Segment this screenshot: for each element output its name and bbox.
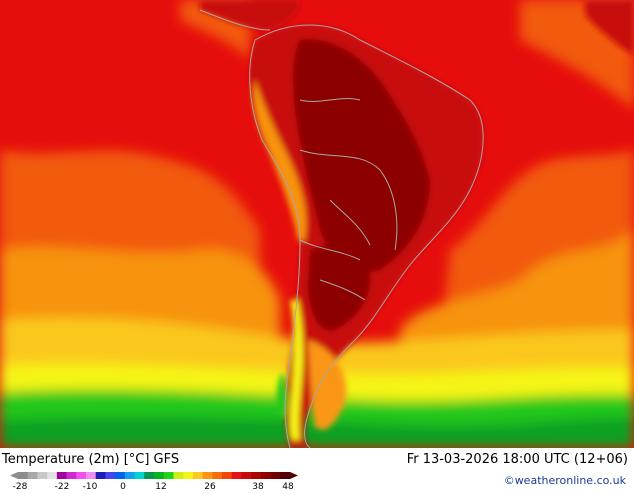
legend-swatch	[115, 472, 126, 479]
legend-tick-label: -22	[55, 482, 70, 490]
temperature-map-canvas	[0, 0, 634, 448]
legend-swatch	[56, 472, 68, 479]
credit-link[interactable]: ©weatheronline.co.uk	[503, 474, 626, 487]
legend-swatch	[27, 472, 38, 479]
map-footer: Temperature (2m) [°C] GFS Fr 13-03-2026 …	[0, 448, 634, 490]
legend-swatch	[183, 472, 194, 479]
legend-swatch	[260, 472, 272, 479]
legend-swatch	[144, 472, 155, 479]
chaco-very-hot	[308, 246, 371, 331]
legend-ticks: -28 -22 -10 0 12 26 38 48	[13, 482, 294, 492]
legend-swatch	[270, 472, 281, 479]
legend-tick-label: -28	[13, 482, 28, 490]
legend-tick-label: 38	[252, 482, 264, 490]
legend-tick-label: 0	[120, 482, 126, 490]
legend-swatch	[212, 472, 223, 479]
legend-swatch	[280, 472, 291, 479]
legend-swatch	[76, 472, 87, 479]
legend-svg: -28 -22 -10 0 12 26 38 48	[10, 472, 298, 492]
legend-swatch	[222, 472, 233, 479]
legend-swatch	[251, 472, 262, 479]
ocean-colder-band	[0, 416, 634, 448]
legend-swatch	[66, 472, 77, 479]
temperature-map	[0, 0, 634, 448]
patagonia-warm	[308, 340, 347, 430]
legend-swatch	[192, 472, 204, 479]
legend-swatch	[124, 472, 136, 479]
legend-tick-label: -10	[83, 482, 98, 490]
legend-swatch	[134, 472, 145, 479]
color-legend: -28 -22 -10 0 12 26 38 48	[0, 472, 300, 492]
legend-swatch	[86, 472, 97, 479]
legend-tick-label: 12	[155, 482, 166, 490]
legend-swatch	[37, 472, 48, 479]
legend-swatch	[163, 472, 174, 479]
legend-swatch	[173, 472, 184, 479]
map-title: Temperature (2m) [°C] GFS	[2, 452, 180, 467]
legend-tick-label: 48	[282, 482, 294, 490]
legend-swatch	[241, 472, 252, 479]
legend-swatches	[10, 472, 298, 479]
legend-swatch	[202, 472, 213, 479]
legend-swatch	[95, 472, 106, 479]
legend-swatch	[105, 472, 116, 479]
valid-time: Fr 13-03-2026 18:00 UTC (12+06)	[406, 452, 628, 467]
country-borders	[199, 9, 484, 448]
legend-tick-label: 26	[204, 482, 216, 490]
africa-edge-land	[585, 0, 634, 55]
legend-arrow-low	[10, 472, 18, 479]
legend-swatch	[231, 472, 242, 479]
legend-swatch	[18, 472, 29, 479]
central-america-land	[200, 0, 300, 30]
legend-arrow-high	[290, 472, 298, 479]
legend-swatch	[47, 472, 58, 479]
legend-swatch	[154, 472, 165, 479]
andes-south-cool	[289, 300, 304, 440]
